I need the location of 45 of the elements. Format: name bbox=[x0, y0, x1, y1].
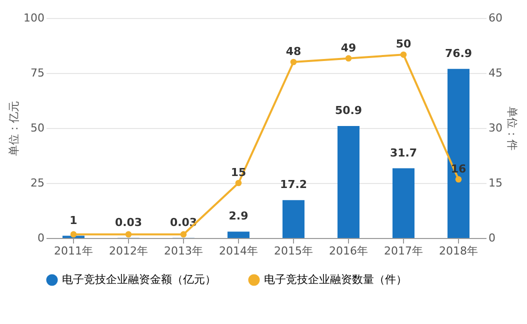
data-label: 31.7 bbox=[390, 146, 418, 160]
x-tick-label: 2012年 bbox=[109, 244, 148, 258]
x-tick-label: 2018年 bbox=[439, 244, 478, 258]
point bbox=[70, 231, 77, 238]
y2-tick-label: 45 bbox=[488, 66, 502, 80]
y2-tick-label: 30 bbox=[488, 122, 502, 134]
bar bbox=[228, 232, 250, 238]
point bbox=[455, 176, 462, 182]
y-tick-label: 0 bbox=[38, 232, 44, 244]
legend-label: 电子竞技企业融资数量（件） bbox=[264, 273, 407, 286]
point bbox=[235, 180, 242, 186]
y-tick-label: 75 bbox=[30, 66, 44, 80]
bar bbox=[338, 126, 360, 238]
point bbox=[400, 52, 407, 58]
point bbox=[290, 58, 297, 66]
x-tick-label: 2013年 bbox=[164, 244, 203, 258]
x-tick-label: 2011年 bbox=[54, 244, 93, 258]
data-label: 0.03 bbox=[114, 216, 142, 229]
y2-tick-label: 15 bbox=[488, 176, 502, 190]
data-label: 50 bbox=[396, 38, 412, 51]
y2-axis-title: 单位：件 bbox=[505, 106, 518, 150]
data-label: 50.9 bbox=[334, 104, 362, 118]
y-tick-label: 25 bbox=[30, 176, 44, 190]
point bbox=[180, 231, 187, 238]
data-label: 49 bbox=[340, 41, 356, 54]
bar bbox=[282, 200, 304, 238]
data-label: 1 bbox=[70, 214, 78, 227]
data-label: 48 bbox=[286, 45, 302, 58]
point bbox=[125, 231, 132, 238]
data-label: 2.9 bbox=[228, 210, 248, 223]
data-label: 17.2 bbox=[280, 178, 308, 192]
x-tick-label: 2014年 bbox=[219, 244, 258, 258]
x-tick-label: 2015年 bbox=[274, 244, 313, 258]
point bbox=[345, 55, 352, 62]
y-axis-title: 单位：亿元 bbox=[8, 101, 21, 156]
x-tick-label: 2017年 bbox=[384, 244, 423, 258]
legend-label: 电子竞技企业融资金额（亿元） bbox=[62, 273, 216, 286]
y-tick-label: 100 bbox=[24, 12, 44, 24]
bar bbox=[392, 168, 414, 238]
x-tick-label: 2016年 bbox=[329, 244, 368, 258]
data-label: 76.9 bbox=[444, 46, 472, 60]
y2-tick-label: 0 bbox=[488, 232, 496, 244]
y-tick-label: 50 bbox=[30, 122, 44, 134]
bar bbox=[448, 68, 470, 238]
y2-tick-label: 60 bbox=[488, 12, 502, 24]
